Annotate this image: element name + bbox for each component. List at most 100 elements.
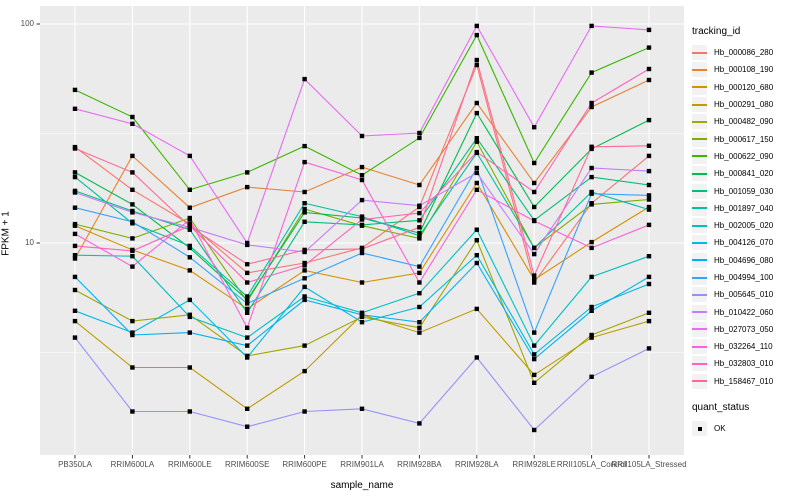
legend-entry: Hb_002005_020: [692, 217, 798, 234]
legend-key-line: [692, 172, 707, 175]
data-point: [417, 421, 422, 426]
legend-entry-label: Hb_027073_050: [714, 324, 774, 334]
legend-key-swatch: [692, 287, 707, 303]
data-point: [359, 133, 365, 139]
data-point: [474, 57, 479, 63]
data-point: [72, 308, 78, 313]
data-point: [359, 222, 365, 228]
data-point: [646, 66, 652, 72]
data-point: [359, 406, 365, 411]
data-point: [532, 189, 537, 195]
x-tick-label: RRIM928LA: [455, 460, 499, 469]
data-point: [72, 174, 78, 180]
legend-entry: Hb_010422_060: [692, 303, 798, 320]
legend-entry: Hb_004126_070: [692, 234, 798, 251]
data-point: [589, 165, 594, 171]
data-point: [589, 245, 594, 251]
data-point: [245, 406, 250, 411]
data-point: [72, 146, 78, 151]
data-point: [646, 318, 652, 324]
data-point: [417, 182, 422, 188]
data-point: [245, 301, 250, 306]
data-point: [474, 306, 479, 312]
legend-entry: Hb_000841_020: [692, 165, 798, 182]
data-point: [646, 117, 652, 123]
data-point: [302, 263, 307, 268]
data-point: [646, 346, 652, 351]
legend-entry-quant-status: OK: [692, 420, 798, 437]
x-tick-label: RRIM600LE: [168, 460, 212, 469]
data-point: [245, 184, 250, 190]
data-point: [359, 246, 365, 252]
y-axis-title: FPKM + 1: [0, 211, 12, 256]
data-point: [417, 280, 422, 285]
data-point: [72, 205, 78, 210]
legend-key-swatch: [692, 166, 707, 182]
data-point: [359, 280, 365, 285]
data-point: [130, 153, 135, 159]
data-point: [302, 294, 307, 299]
data-point: [245, 280, 250, 285]
legend-entry: Hb_027073_050: [692, 321, 798, 338]
data-point: [245, 335, 250, 340]
data-point: [302, 143, 307, 149]
data-point: [130, 365, 135, 370]
legend-key-line: [692, 259, 707, 262]
legend-key-line: [692, 51, 707, 54]
data-point: [302, 284, 307, 290]
data-point: [417, 270, 422, 276]
legend-entry-label: Hb_000482_090: [714, 117, 774, 127]
data-point: [474, 165, 479, 171]
legend-entry-label: Hb_032803_010: [714, 359, 774, 369]
data-point: [302, 409, 307, 414]
data-point: [646, 310, 652, 315]
data-point: [130, 248, 135, 254]
data-point: [72, 274, 78, 280]
data-point: [72, 243, 78, 249]
legend-key-swatch: [692, 356, 707, 372]
data-point: [646, 27, 652, 33]
data-point: [72, 87, 78, 93]
legend-entry-label: Hb_000841_020: [714, 169, 774, 179]
data-point: [130, 254, 135, 259]
data-point: [646, 281, 652, 287]
legend-key-line: [692, 68, 707, 71]
data-point: [359, 173, 365, 178]
data-point: [646, 197, 652, 202]
data-point: [589, 274, 594, 280]
data-point: [187, 330, 192, 335]
data-point: [302, 343, 307, 348]
data-point: [417, 330, 422, 335]
data-point: [474, 100, 479, 106]
data-point: [187, 255, 192, 260]
legend-key-swatch: [692, 218, 707, 234]
data-point: [532, 372, 537, 378]
y-tick-label: 100: [20, 19, 34, 28]
legend-key-line: [692, 345, 707, 348]
x-tick-label: RRIM928LE: [512, 460, 556, 469]
data-point: [532, 273, 537, 278]
data-point: [417, 304, 422, 310]
data-point: [417, 291, 422, 296]
legend-entry: Hb_000108_190: [692, 61, 798, 78]
legend-entry-label: Hb_000086_280: [714, 48, 774, 58]
legend-entry-label: Hb_000120_680: [714, 82, 774, 92]
legend-key-line: [692, 328, 707, 331]
data-point: [359, 177, 365, 183]
data-point: [245, 240, 250, 246]
data-point: [417, 130, 422, 136]
data-point: [130, 219, 135, 224]
data-point: [417, 264, 422, 269]
data-point: [245, 270, 250, 276]
data-point: [417, 218, 422, 223]
data-point: [532, 330, 537, 335]
data-point: [474, 227, 479, 232]
legend-key-swatch: [692, 421, 707, 437]
data-point: [245, 297, 250, 303]
data-point: [474, 23, 479, 29]
data-point: [532, 180, 537, 186]
legend-entry: Hb_000291_080: [692, 96, 798, 113]
y-tick-label: 10: [25, 238, 34, 247]
x-tick-label: RRIM928BA: [397, 460, 442, 469]
legend-entry-label: Hb_000622_090: [714, 151, 774, 161]
